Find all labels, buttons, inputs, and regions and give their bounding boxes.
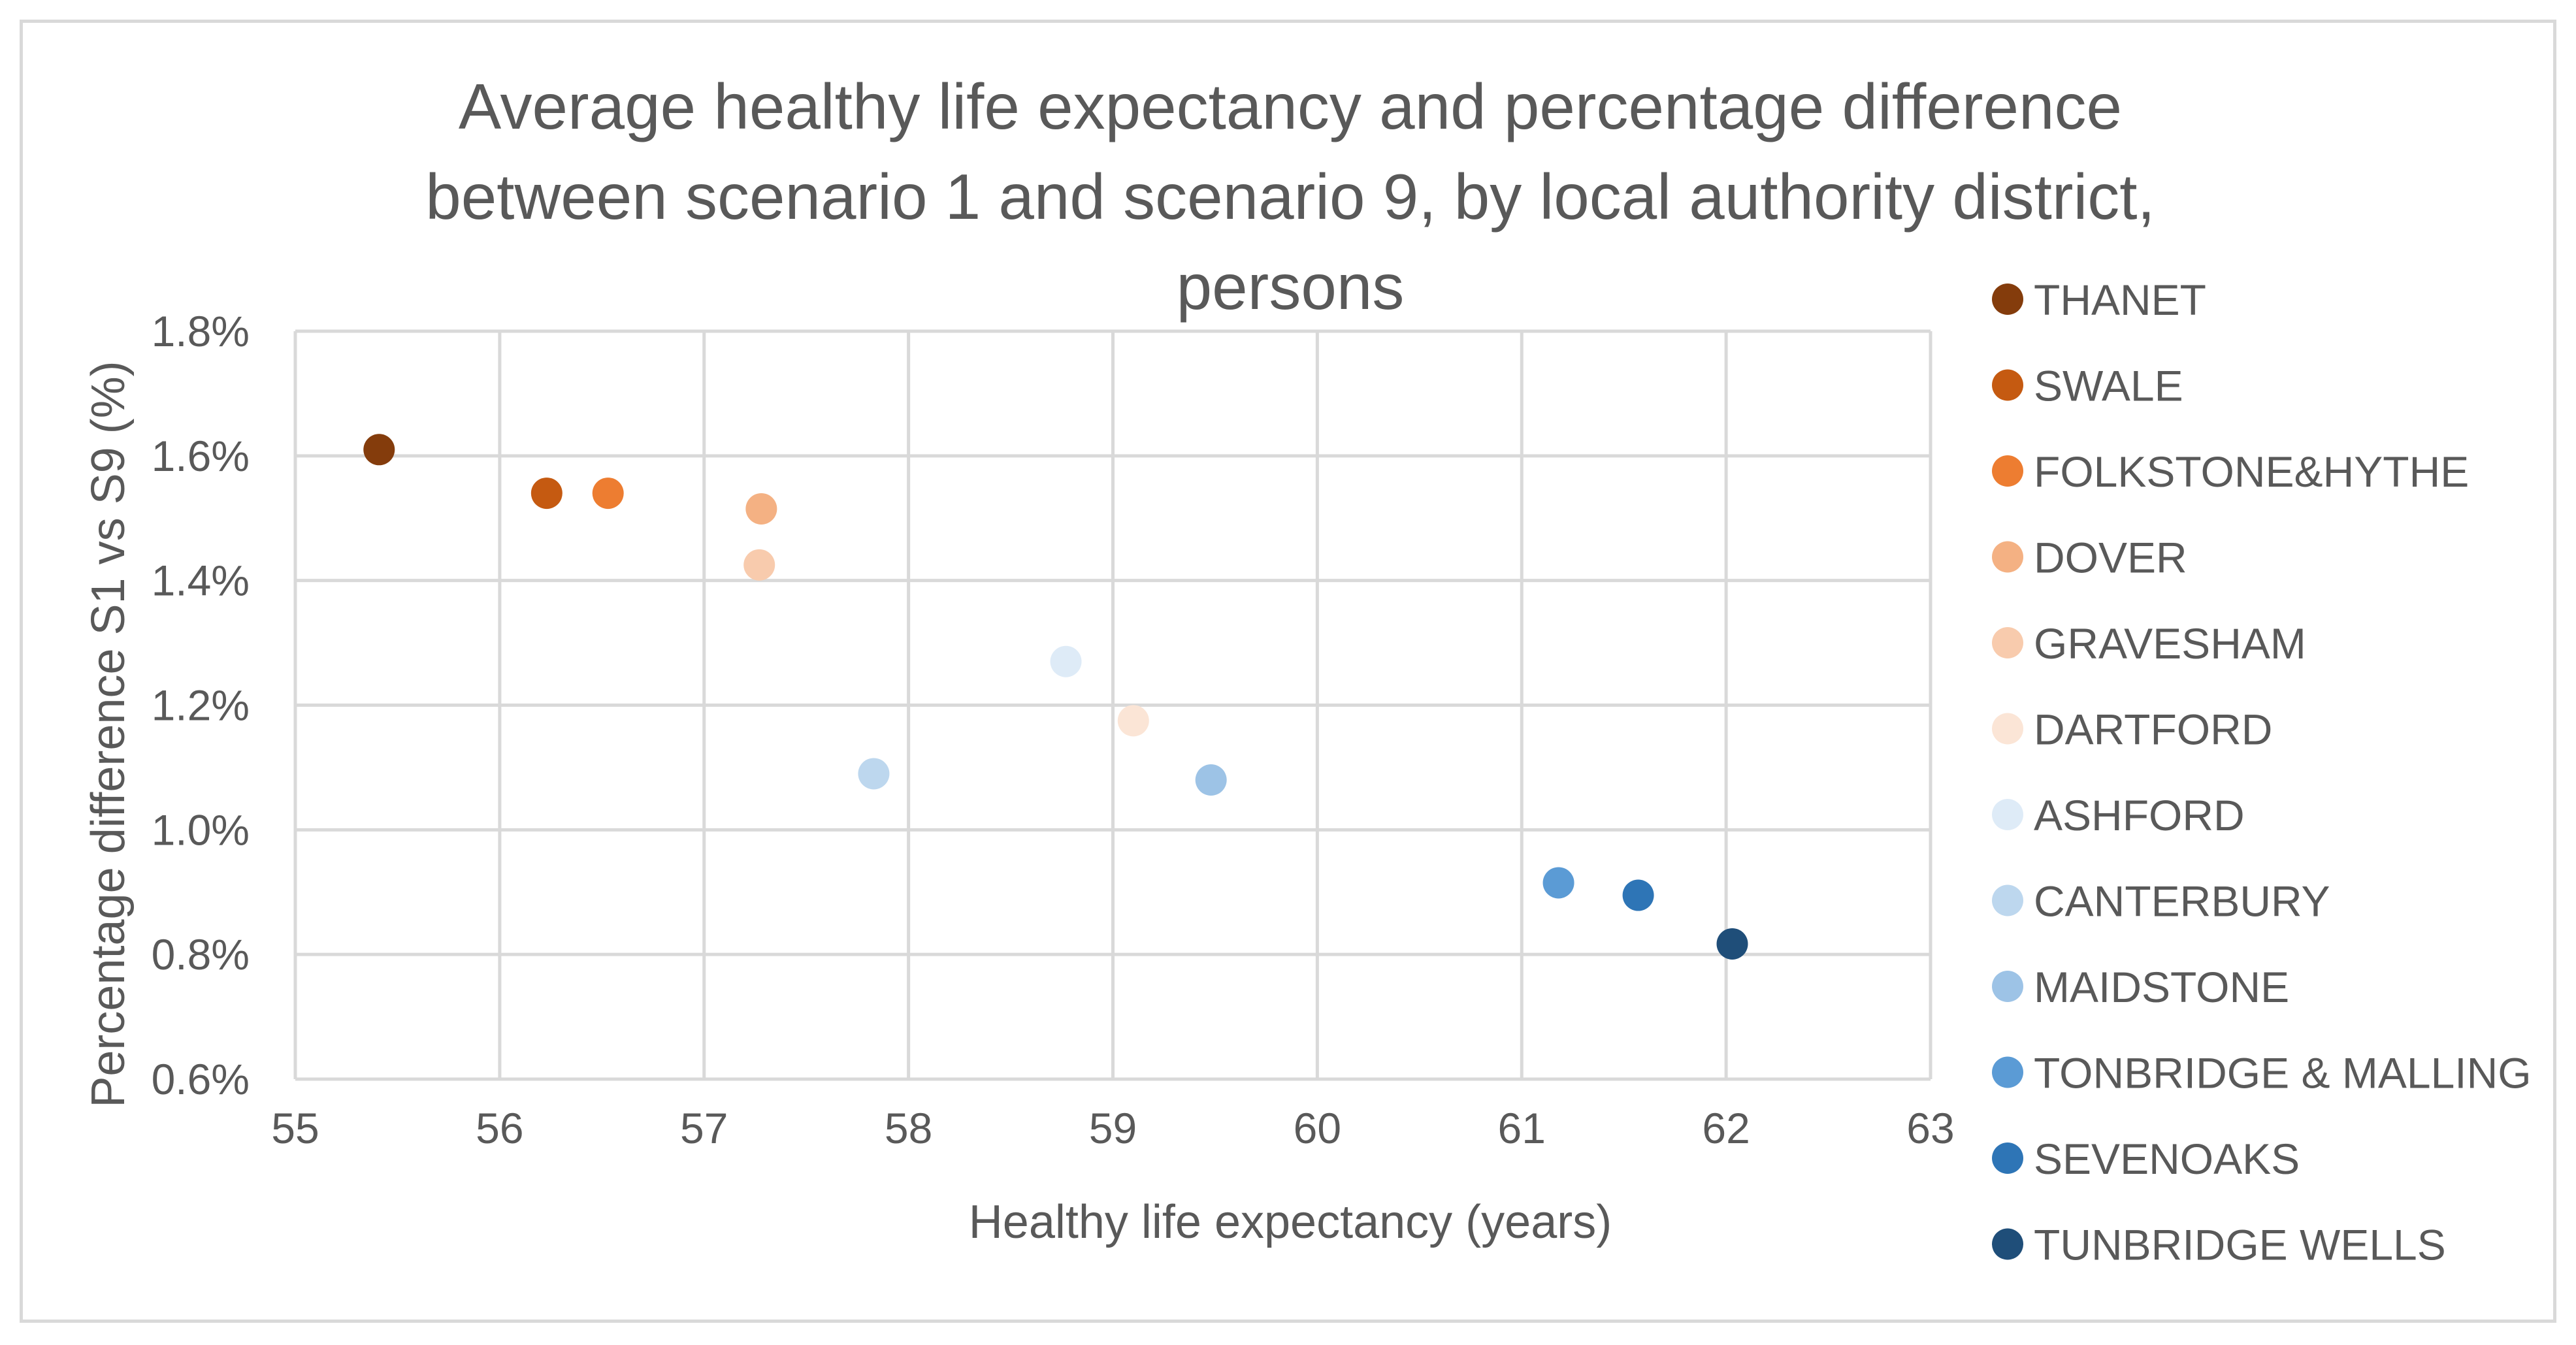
point-dartford [1117,705,1149,737]
legend-label-dover: DOVER [2034,534,2187,582]
legend-label-gravesham: GRAVESHAM [2034,619,2306,668]
legend-label-tonbridge-malling: TONBRIDGE & MALLING [2034,1049,2532,1097]
legend-marker-sevenoaks [1992,1142,2023,1174]
legend-marker-gravesham [1992,627,2023,658]
y-axis-label: Percentage difference S1 vs S9 (%) [82,361,135,1107]
x-axis-ticks: 55 56 57 58 59 60 61 62 63 [271,1104,1954,1152]
y-tick-label: 1.6% [152,432,250,480]
legend-label-folkstone-hythe: FOLKSTONE&HYTHE [2034,447,2469,496]
y-tick-label: 1.2% [152,681,250,730]
x-tick-label: 57 [680,1104,728,1152]
y-tick-label: 0.8% [152,930,250,979]
legend-label-canterbury: CANTERBURY [2034,877,2330,926]
x-tick-label: 55 [271,1104,319,1152]
y-tick-label: 1.8% [152,307,250,355]
y-tick-label: 0.6% [152,1055,250,1103]
legend-marker-tunbridge-wells [1992,1228,2023,1260]
chart-title-line-1: Average healthy life expectancy and perc… [459,71,2122,142]
point-ashford [1050,645,1082,677]
x-tick-label: 62 [1702,1104,1750,1152]
point-tunbridge-wells [1716,928,1748,960]
point-sevenoaks [1622,879,1654,911]
point-tonbridge-malling [1542,867,1574,899]
legend: THANET SWALE FOLKSTONE&HYTHE DOVER GRAVESHAM… [1992,276,2532,1269]
legend-label-thanet: THANET [2034,276,2206,324]
legend-marker-maidstone [1992,971,2023,1002]
legend-marker-swale [1992,369,2023,401]
chart-frame [20,20,2556,1323]
point-gravesham [743,549,775,581]
y-axis-ticks: 0.6% 0.8% 1.0% 1.2% 1.4% 1.6% 1.8% [152,307,250,1103]
x-tick-label: 63 [1906,1104,1954,1152]
legend-marker-dartford [1992,713,2023,745]
point-canterbury [858,758,890,790]
legend-marker-thanet [1992,284,2023,315]
chart-title: Average healthy life expectancy and perc… [425,71,2155,323]
legend-marker-tonbridge-malling [1992,1056,2023,1088]
legend-marker-ashford [1992,799,2023,830]
point-thanet [363,434,395,466]
gridlines [293,329,1932,1081]
legend-marker-dover [1992,541,2023,573]
x-tick-label: 58 [885,1104,932,1152]
legend-marker-canterbury [1992,884,2023,916]
legend-label-maidstone: MAIDSTONE [2034,963,2289,1011]
legend-label-swale: SWALE [2034,362,2183,410]
chart-title-line-2: between scenario 1 and scenario 9, by lo… [425,161,2155,233]
x-tick-label: 59 [1089,1104,1137,1152]
x-tick-label: 56 [476,1104,523,1152]
point-dover [745,493,777,525]
data-points [363,434,1748,960]
chart-title-line-3: persons [1177,251,1405,323]
legend-label-sevenoaks: SEVENOAKS [2034,1135,2300,1183]
x-axis-label: Healthy life expectancy (years) [969,1196,1612,1248]
legend-label-dartford: DARTFORD [2034,705,2272,754]
legend-label-tunbridge-wells: TUNBRIDGE WELLS [2034,1221,2446,1269]
legend-label-ashford: ASHFORD [2034,791,2245,839]
y-tick-label: 1.0% [152,805,250,854]
x-tick-label: 60 [1294,1104,1341,1152]
point-folkstone-hythe [592,478,624,510]
point-maidstone [1195,764,1227,796]
x-tick-label: 61 [1498,1104,1546,1152]
legend-marker-folkstone-hythe [1992,455,2023,487]
y-tick-label: 1.4% [152,557,250,605]
point-swale [530,478,562,510]
